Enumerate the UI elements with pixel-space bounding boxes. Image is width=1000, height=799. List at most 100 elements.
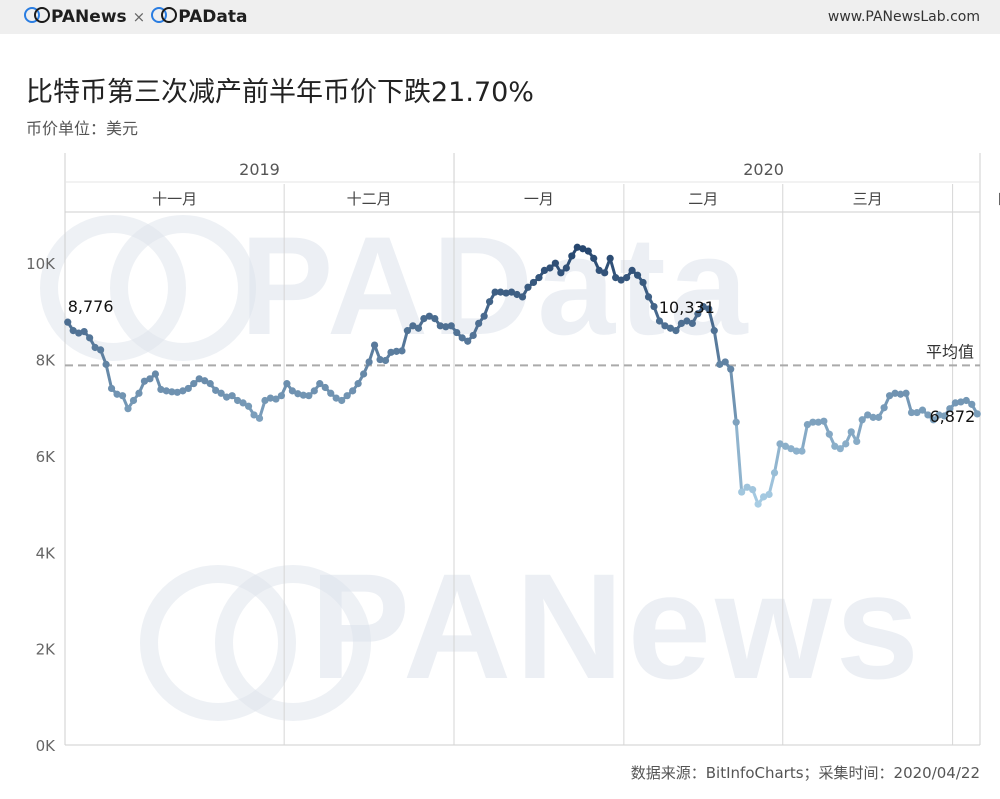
price-line-segment xyxy=(800,423,809,453)
price-point xyxy=(212,386,220,394)
y-tick-label: 10K xyxy=(26,255,56,273)
price-point xyxy=(535,274,543,282)
price-point xyxy=(442,323,450,331)
price-point xyxy=(694,310,702,318)
price-point xyxy=(244,402,253,410)
price-point xyxy=(612,274,620,282)
price-point xyxy=(792,447,801,455)
watermark-panews: PANews xyxy=(310,542,924,710)
price-point xyxy=(464,337,472,345)
month-label: 十二月 xyxy=(347,190,392,208)
price-point xyxy=(299,391,307,399)
price-point xyxy=(277,392,286,400)
price-point xyxy=(880,404,888,412)
price-point xyxy=(118,392,127,400)
price-point xyxy=(940,412,948,420)
price-line-segment xyxy=(767,471,777,496)
price-point xyxy=(206,380,214,388)
price-point xyxy=(102,360,110,368)
price-point xyxy=(239,399,247,407)
price-point xyxy=(639,278,647,287)
price-point xyxy=(738,488,746,496)
price-point xyxy=(124,405,132,413)
price-line-segment xyxy=(707,307,716,333)
price-point xyxy=(157,385,165,394)
price-point xyxy=(540,266,549,275)
chart-title: 比特币第三次减产前半年币价下跌21.70% xyxy=(26,77,534,108)
price-point xyxy=(370,341,379,349)
price-point xyxy=(623,274,631,282)
price-point xyxy=(190,380,198,388)
price-point xyxy=(360,370,368,378)
price-point xyxy=(486,298,494,306)
price-point xyxy=(946,405,954,413)
price-point xyxy=(91,343,99,352)
price-point xyxy=(935,411,943,419)
price-point xyxy=(825,430,833,438)
price-line-segment xyxy=(104,362,114,390)
price-point xyxy=(491,288,499,296)
watermark-padata: PAData xyxy=(240,207,752,364)
price-point xyxy=(655,317,664,325)
price-point xyxy=(381,356,390,365)
price-point xyxy=(814,418,822,426)
price-point xyxy=(107,384,116,393)
price-point xyxy=(414,324,422,332)
price-point xyxy=(321,383,329,392)
price-point xyxy=(524,283,532,291)
price-line-segment xyxy=(712,329,722,366)
price-point xyxy=(754,500,762,508)
price-point xyxy=(809,418,817,426)
site-url: www.PANewsLab.com xyxy=(827,9,980,25)
price-point xyxy=(316,380,324,388)
price-point xyxy=(699,302,707,311)
price-point xyxy=(902,389,910,397)
price-point xyxy=(710,327,718,335)
price-point xyxy=(650,302,658,311)
price-point xyxy=(146,375,154,383)
price-point xyxy=(403,327,412,335)
price-point xyxy=(398,347,406,355)
year-label: 2019 xyxy=(239,160,280,179)
price-point xyxy=(151,370,160,378)
price-point xyxy=(327,389,335,397)
y-tick-label: 2K xyxy=(36,641,57,659)
price-point xyxy=(228,392,236,400)
price-point xyxy=(716,360,724,368)
year-label: 2020 xyxy=(743,160,784,179)
price-point xyxy=(354,380,362,388)
price-point xyxy=(847,428,855,436)
price-point xyxy=(820,417,828,425)
price-point xyxy=(842,440,850,448)
price-point xyxy=(973,410,981,418)
month-label: 十一月 xyxy=(152,190,197,208)
price-point xyxy=(135,389,143,397)
price-point xyxy=(853,437,861,446)
price-point xyxy=(590,254,598,262)
price-point xyxy=(781,442,790,450)
price-point xyxy=(173,388,181,396)
price-point xyxy=(80,328,88,336)
price-point xyxy=(502,289,510,297)
price-point xyxy=(387,348,395,356)
price-point xyxy=(518,293,527,301)
price-point xyxy=(475,319,483,328)
price-point xyxy=(765,490,773,499)
price-point xyxy=(64,318,72,326)
price-point xyxy=(86,334,94,342)
price-point xyxy=(184,384,192,393)
price-point xyxy=(162,387,170,395)
price-point xyxy=(601,269,609,277)
price-point xyxy=(770,469,779,477)
price-point xyxy=(891,389,899,397)
price-line-segment xyxy=(734,420,744,494)
price-point xyxy=(529,278,538,287)
price-point xyxy=(69,327,77,335)
price-point xyxy=(869,413,877,421)
price-point xyxy=(858,416,866,424)
price-point xyxy=(349,387,357,395)
chart-subtitle: 币价单位：美元 xyxy=(26,119,139,138)
price-point xyxy=(195,375,203,383)
price-line-segment xyxy=(773,442,782,475)
